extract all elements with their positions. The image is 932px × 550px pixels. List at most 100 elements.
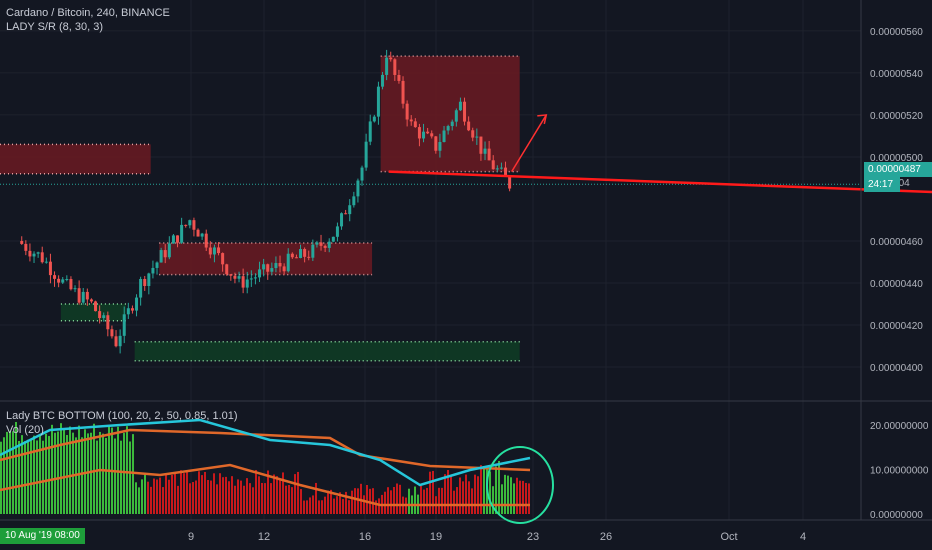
candle-body — [335, 226, 339, 237]
candle-body — [352, 196, 356, 206]
candle-body — [36, 252, 40, 254]
volume-bar — [291, 487, 293, 514]
volume-bar — [39, 435, 41, 514]
candle-body — [307, 256, 311, 258]
candle-body — [450, 121, 454, 127]
volume-bar — [228, 481, 230, 514]
volume-bar — [450, 475, 452, 514]
candle-body — [479, 136, 483, 154]
volume-bar — [9, 431, 11, 514]
candle-body — [426, 131, 430, 134]
candle-body — [446, 126, 450, 131]
volume-bar — [270, 483, 272, 514]
candle-body — [270, 268, 274, 272]
volume-bar — [198, 471, 200, 514]
volume-bar — [57, 431, 59, 514]
lower-tick-label: 20.00000000 — [870, 421, 929, 432]
volume-bar — [432, 470, 434, 514]
price-tick-label: 0.00000560 — [870, 27, 923, 38]
volume-bar — [237, 479, 239, 514]
time-tick-label: 4 — [800, 531, 806, 543]
volume-bar — [249, 483, 251, 514]
volume-bars — [0, 422, 530, 514]
volume-bar — [396, 483, 398, 514]
price-axis[interactable]: 0.00000560 0.00000540 0.00000520 0.00000500… — [870, 27, 923, 374]
volume-bar — [96, 440, 98, 514]
candle-body — [442, 130, 446, 143]
volume-bar — [141, 479, 143, 514]
volume-bar — [207, 480, 209, 514]
candle-body — [208, 247, 212, 255]
volume-bar — [465, 474, 467, 514]
lower-tick-label: 0.00000000 — [870, 510, 923, 521]
candle-body — [98, 311, 102, 319]
crosshair-date-label: 10 Aug '19 08:00 — [0, 528, 85, 544]
candle-body — [200, 233, 204, 237]
volume-bar — [282, 472, 284, 514]
volume-bar — [372, 488, 374, 514]
volume-bar — [339, 492, 341, 514]
volume-bar — [288, 484, 290, 514]
candle-body — [467, 121, 471, 131]
volume-bar — [246, 478, 248, 514]
candle-body — [454, 110, 458, 122]
candle-body — [401, 80, 405, 104]
candle-body — [155, 262, 159, 268]
candle-body — [237, 276, 241, 279]
volume-bar — [69, 426, 71, 514]
candle-body — [278, 263, 282, 267]
volume-bar — [189, 483, 191, 514]
volume-bar — [390, 490, 392, 514]
candle-body — [274, 263, 278, 269]
drawings[interactable] — [388, 114, 932, 216]
lower-axis[interactable]: 20.00000000 10.00000000 0.00000000 — [870, 421, 929, 521]
volume-bar — [345, 491, 347, 514]
volume-bar — [186, 470, 188, 514]
price-tick-label: 0.00000440 — [870, 279, 923, 290]
volume-bar — [354, 488, 356, 514]
candle-body — [139, 278, 143, 298]
candle-body — [487, 148, 491, 161]
volume-bar — [15, 422, 17, 514]
candle-body — [397, 74, 401, 81]
volume-bar — [519, 480, 521, 514]
candle-body — [102, 315, 106, 319]
time-axis[interactable]: 9 12 16 19 23 26 Oct 4 — [188, 531, 806, 543]
time-tick-label: 9 — [188, 531, 194, 543]
candle-body — [89, 299, 93, 302]
candle-body — [241, 276, 245, 288]
volume-bar — [6, 431, 8, 514]
volume-bar — [267, 470, 269, 514]
candle-body — [294, 257, 298, 259]
volume-bar — [516, 477, 518, 514]
candle-body — [372, 116, 376, 122]
highlight-circle — [486, 446, 554, 524]
candle-body — [368, 121, 372, 142]
candle-body — [225, 264, 229, 275]
volume-bar — [273, 474, 275, 514]
candle-body — [126, 308, 130, 315]
volume-bar — [348, 500, 350, 514]
candle-body — [94, 301, 98, 312]
trendline — [388, 170, 932, 194]
volume-bar — [63, 428, 65, 514]
price-tick-label: 0.00000540 — [870, 69, 923, 80]
volume-bar — [105, 437, 107, 514]
volume-bar — [45, 433, 47, 514]
upper-band — [0, 428, 531, 472]
volume-bar — [285, 485, 287, 514]
volume-bar — [201, 475, 203, 514]
volume-bar — [279, 480, 281, 514]
price-tick-label: 0.00000500 — [870, 153, 923, 164]
candle-body — [143, 278, 147, 287]
candle-body — [69, 279, 73, 290]
volume-bar — [33, 435, 35, 514]
volume-bar — [51, 424, 53, 514]
volume-bar — [165, 473, 167, 514]
volume-bar — [48, 436, 50, 514]
volume-bar — [150, 486, 152, 514]
candle-body — [356, 180, 360, 197]
candle-body — [360, 167, 364, 181]
volume-bar — [99, 431, 101, 514]
